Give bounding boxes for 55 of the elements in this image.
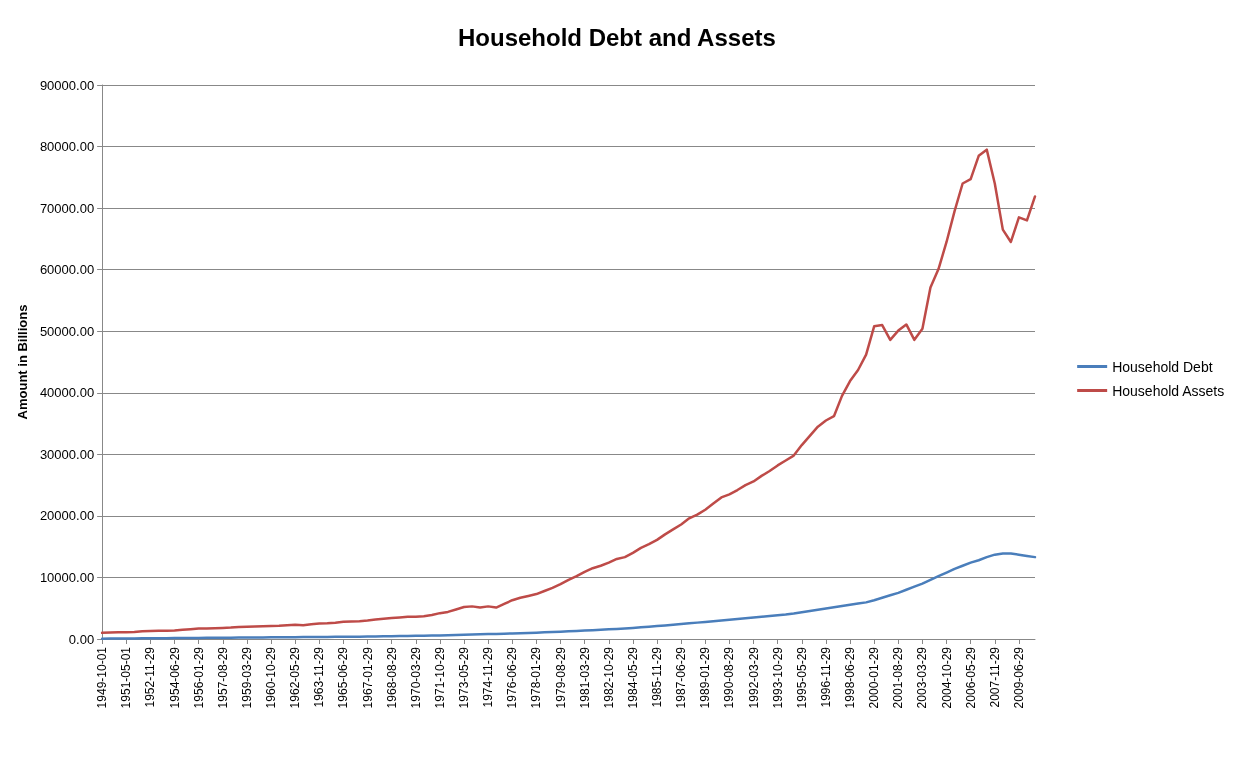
x-tick-label: 1974-11-29 [481,646,496,708]
line-series [100,148,1037,635]
x-tick-label: 1951-05-01 [119,646,134,709]
x-tick-label: 1985-11-29 [650,646,665,708]
legend-label: Household Assets [1112,382,1225,399]
x-tick-label: 2004-10-29 [939,646,954,709]
x-tick-label: 1963-11-29 [312,646,327,708]
x-tick-label: 1990-08-29 [722,646,737,709]
x-tick-label: 1996-11-29 [818,646,833,708]
x-tick-label: 1957-08-29 [215,646,230,709]
x-tick-label: 1976-06-29 [505,646,520,709]
x-tick-label: 2007-11-29 [987,646,1002,708]
y-tick-label: 50000.00 [39,323,95,339]
x-tick-label: 1968-08-29 [384,646,399,709]
x-tick-label: 2006-05-29 [963,646,978,709]
x-tick-label: 1959-03-29 [239,646,254,709]
x-tick-label: 1993-10-29 [770,646,785,709]
x-tick-label: 1992-03-29 [746,646,761,709]
x-tick-label: 1952-11-29 [143,646,158,708]
x-tick-label: 1962-05-29 [288,646,303,709]
x-tick-label: 1970-03-29 [408,646,423,709]
y-tick-label: 80000.00 [39,139,95,155]
x-tick-label: 1989-01-29 [698,646,713,709]
x-tick-label: 1956-01-29 [191,646,206,709]
x-tick-label: 1982-10-29 [601,646,616,709]
x-tick-label: 1971-10-29 [432,646,447,709]
x-tick-label: 2001-08-29 [891,646,906,709]
y-tick-label: 10000.00 [39,569,95,585]
y-tick-label: 30000.00 [39,446,95,462]
x-tick-label: 2000-01-29 [867,646,882,709]
y-tick-label: 0.00 [68,631,95,647]
x-tick-label: 1978-01-29 [529,646,544,709]
chart-title: Household Debt and Assets [458,23,776,51]
y-tick-label: 90000.00 [39,77,95,93]
x-tick-label: 2003-03-29 [915,646,930,709]
line-series [100,552,1037,640]
x-tick-label: 1954-06-29 [167,646,182,709]
y-tick-label: 40000.00 [39,385,95,401]
x-tick-label: 1979-08-29 [553,646,568,709]
x-tick-label: 2009-06-29 [1011,646,1026,709]
y-axis-title: Amount in Billions [15,304,30,420]
x-tick-label: 1995-05-29 [794,646,809,709]
x-tick-label: 1984-05-29 [625,646,640,709]
y-tick-label: 20000.00 [39,508,95,524]
y-tick-label: 70000.00 [39,200,95,216]
x-tick-label: 1949-10-01 [95,646,110,709]
x-tick-label: 1973-05-29 [457,646,472,709]
x-tick-label: 1981-03-29 [577,646,592,709]
x-tick-label: 1967-01-29 [360,646,375,709]
legend-label: Household Debt [1112,358,1213,375]
x-tick-label: 1960-10-29 [264,646,278,709]
x-tick-label: 1965-06-29 [336,646,351,709]
x-tick-label: 1998-06-29 [843,646,858,709]
x-tick-label: 1987-06-29 [674,646,689,709]
y-tick-label: 60000.00 [39,262,95,278]
